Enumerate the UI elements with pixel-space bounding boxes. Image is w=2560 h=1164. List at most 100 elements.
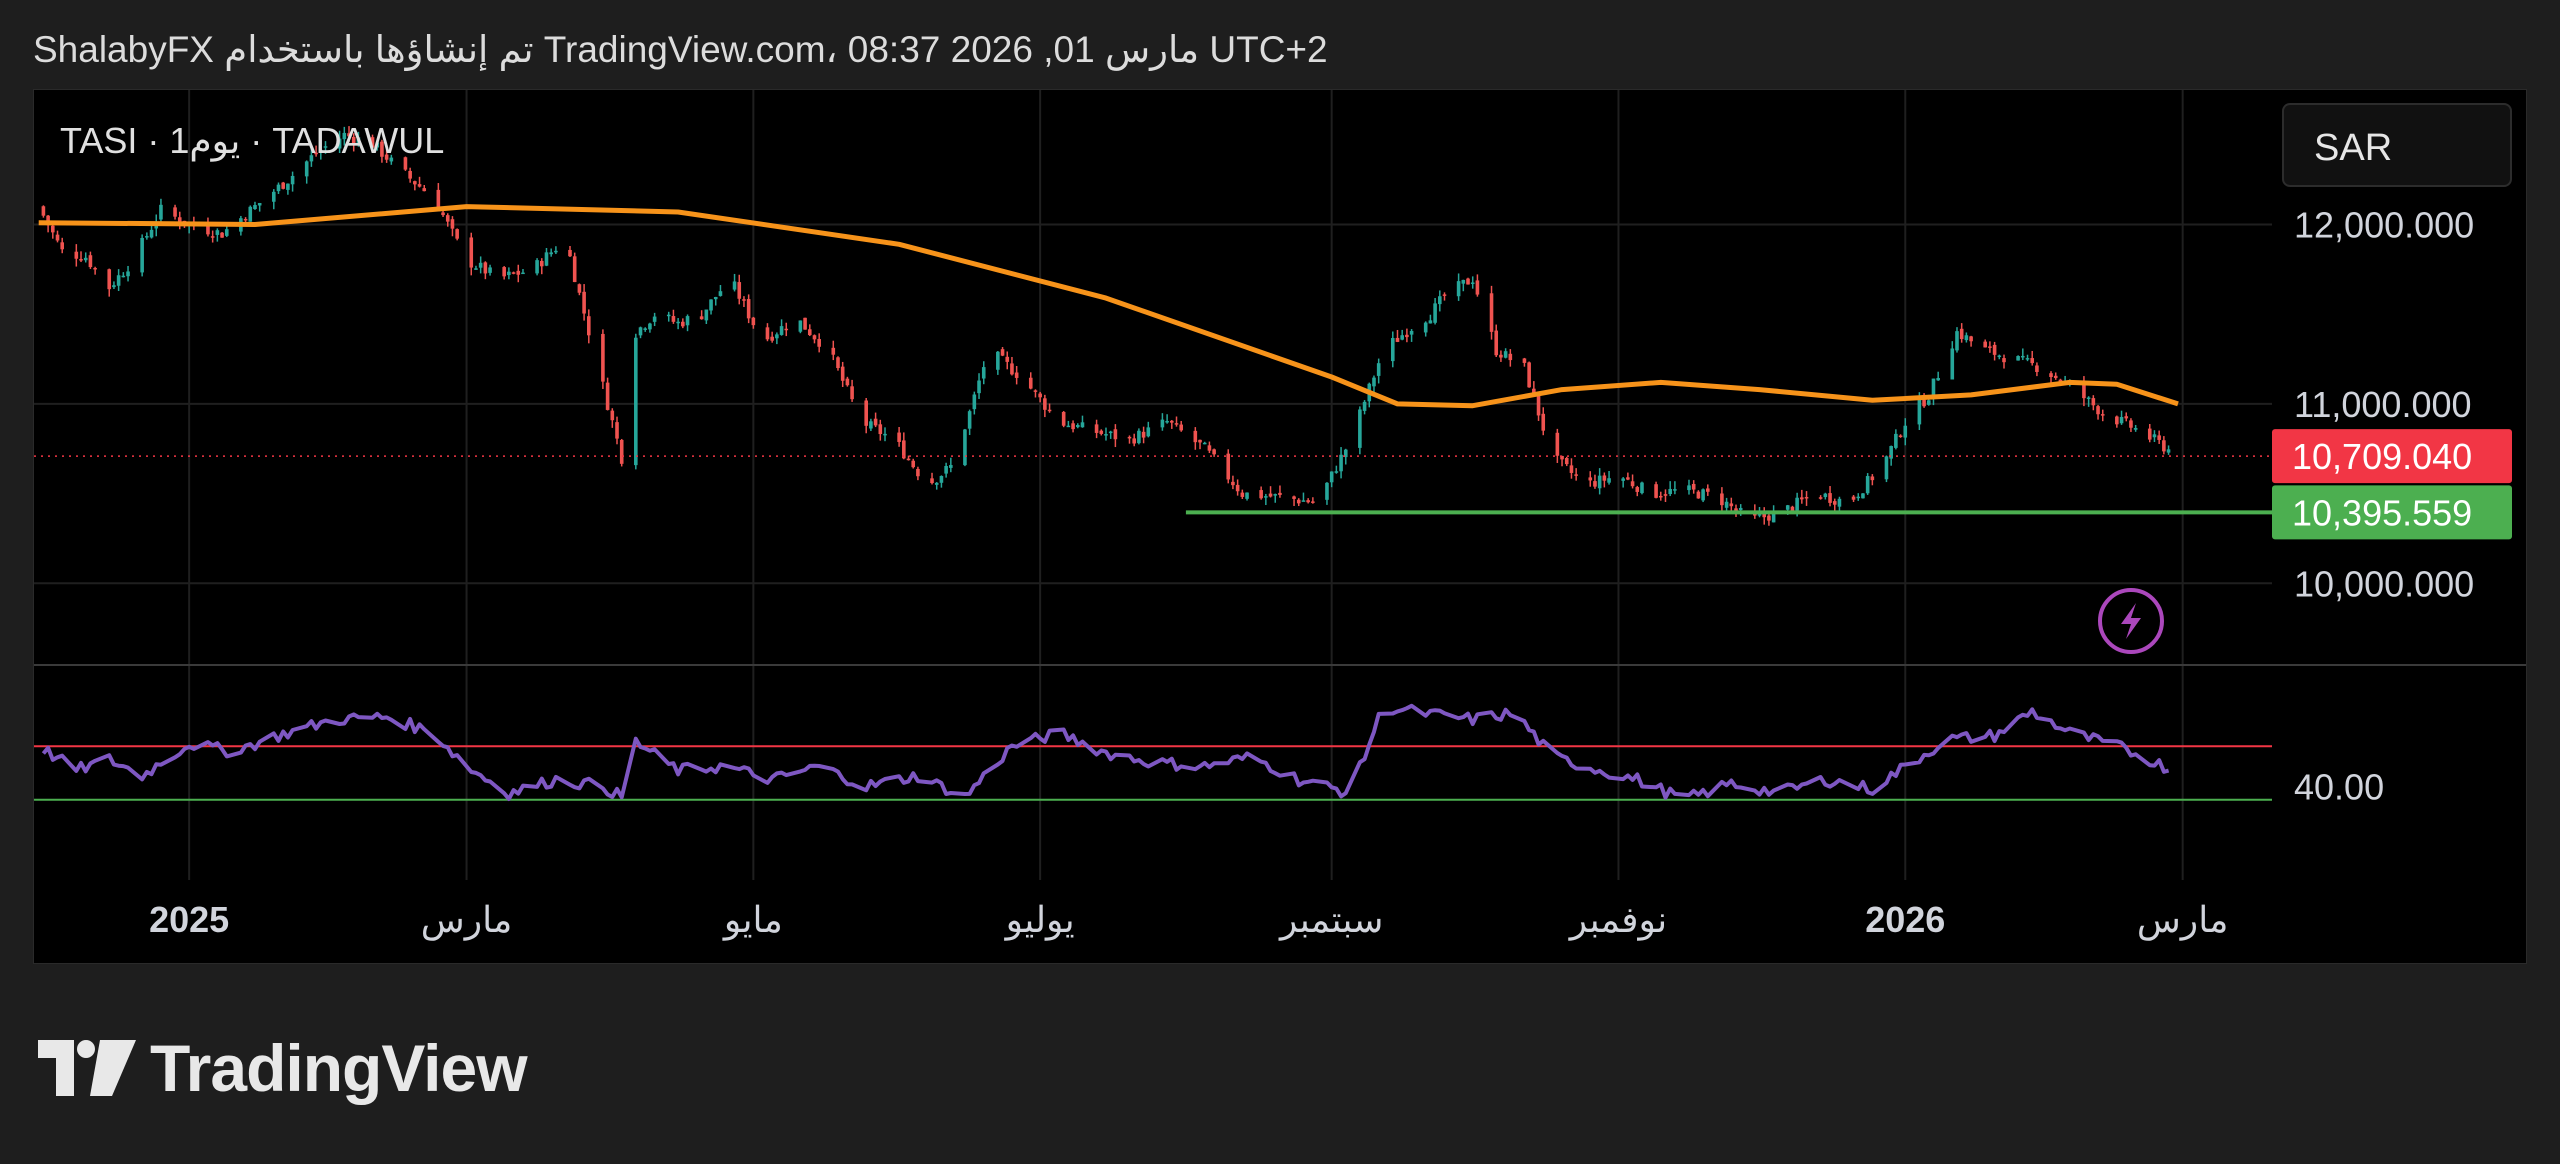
candle-body <box>2035 365 2039 372</box>
candle-body <box>784 328 789 331</box>
candle-body <box>1983 341 1987 348</box>
candle-body <box>1494 330 1499 356</box>
candle-body <box>1099 430 1104 434</box>
candle-body <box>601 333 605 382</box>
candle-body <box>1663 494 1668 496</box>
candle-body <box>1630 481 1635 487</box>
candle-body <box>304 161 309 177</box>
candle-body <box>1259 490 1263 499</box>
candle-body <box>1992 344 1997 355</box>
candle-body <box>666 314 671 317</box>
candle-body <box>967 411 972 429</box>
candle-body <box>676 321 680 324</box>
lightning-bolt-glyph <box>2121 603 2141 639</box>
moving-average-line <box>38 204 2179 409</box>
candle-body <box>1705 488 1710 492</box>
candle-body <box>1856 496 1861 499</box>
rsi-line <box>41 703 2170 801</box>
candle-body <box>1362 401 1367 411</box>
candle-body <box>1311 501 1315 503</box>
x-tick-label: 2025 <box>149 899 229 940</box>
candle-body <box>732 281 737 290</box>
candle-body <box>1489 293 1494 332</box>
candle-body <box>1273 494 1278 496</box>
candle-body <box>380 141 384 157</box>
candle-body <box>1395 337 1400 342</box>
candle-body <box>1926 400 1931 405</box>
candle-body <box>2086 397 2091 400</box>
candle-body <box>1301 500 1306 502</box>
symbol-line[interactable]: TASI · 1يوم · TADAWUL <box>60 120 445 161</box>
candle-body <box>704 309 709 321</box>
candle-body <box>1635 487 1640 492</box>
candle-body <box>972 394 977 410</box>
candle-body <box>2082 382 2086 399</box>
candle-body <box>2002 358 2006 363</box>
candle-body <box>450 219 455 229</box>
candle-body <box>112 285 116 288</box>
candle-body <box>2053 375 2058 379</box>
tradingview-logo-icon <box>38 1040 136 1096</box>
chart-canvas[interactable]: 12,000.000 11,000.000 10,000.000 10,709.040… <box>34 90 2527 964</box>
candle-body <box>1574 474 1578 476</box>
candle-body <box>413 181 417 185</box>
candle-body <box>488 267 492 273</box>
candle-body <box>1028 377 1033 389</box>
x-tick-label: سبتمبر <box>1278 899 1383 941</box>
currency-button[interactable]: SAR <box>2282 103 2512 187</box>
candle-body <box>2100 414 2105 416</box>
candle-body <box>507 271 511 276</box>
candle-body <box>873 418 878 426</box>
candle-body <box>417 184 422 187</box>
candle-body <box>79 259 83 261</box>
candle-body <box>539 260 544 267</box>
candle-body <box>1691 483 1696 490</box>
candle-body <box>638 327 643 336</box>
candle-body <box>1997 355 2002 358</box>
x-tick-label: مارس <box>2137 899 2229 941</box>
candle-body <box>911 460 916 468</box>
candle-body <box>1390 338 1395 362</box>
candle-body <box>1179 424 1184 431</box>
candle-body <box>1033 390 1038 392</box>
candle-body <box>1409 330 1414 335</box>
candle-body <box>934 482 939 485</box>
candle-body <box>116 275 121 286</box>
candle-body <box>1738 507 1743 511</box>
candle-body <box>1202 442 1207 445</box>
candle-body <box>1306 500 1310 503</box>
candle-body <box>1884 456 1889 480</box>
candle-body <box>718 291 723 296</box>
logo-wordmark: TradingView <box>150 1031 528 1105</box>
candle-body <box>1527 362 1531 388</box>
candle-body <box>803 317 807 330</box>
candle-body <box>1955 331 1959 351</box>
candle-body <box>93 267 97 270</box>
candle-body <box>1564 458 1569 465</box>
candle-body <box>1950 348 1955 380</box>
candle-body <box>1264 496 1268 498</box>
candle-body <box>2115 416 2119 425</box>
candle-body <box>1165 421 1169 423</box>
candle-body <box>1442 294 1447 296</box>
candle-body <box>521 272 525 275</box>
candle-body <box>1358 409 1362 448</box>
candle-body <box>1470 282 1475 284</box>
candle-body <box>248 206 253 222</box>
candle-body <box>2049 373 2053 378</box>
chart-panel[interactable]: 12,000.000 11,000.000 10,000.000 10,709.040… <box>33 89 2527 964</box>
candle-body <box>1104 434 1108 436</box>
candle-body <box>215 230 220 235</box>
candle-body <box>549 252 553 255</box>
candle-body <box>271 191 276 202</box>
candle-body <box>770 336 774 341</box>
tradingview-logo[interactable]: TradingView <box>38 1030 528 1106</box>
candle-body <box>807 329 812 336</box>
y-tick-label: 10,000.000 <box>2294 563 2474 604</box>
candle-body <box>1541 413 1546 431</box>
lightning-icon[interactable] <box>2098 588 2164 654</box>
candle-body <box>1198 439 1202 443</box>
candle-body <box>1931 378 1936 399</box>
candle-body <box>276 184 281 192</box>
candle-body <box>1724 501 1729 508</box>
